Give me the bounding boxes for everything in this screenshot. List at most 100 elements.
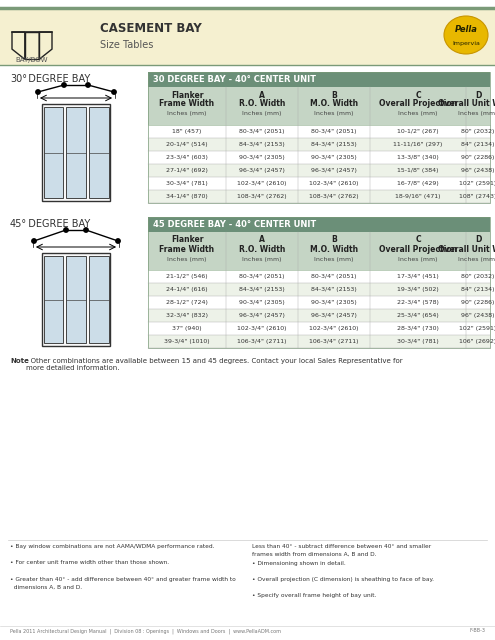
Circle shape [112,90,116,94]
Text: 90" (2286): 90" (2286) [461,155,495,160]
Text: 108-3/4" (2762): 108-3/4" (2762) [237,194,287,199]
Text: A: A [259,90,265,99]
Text: 18" (457): 18" (457) [172,129,201,134]
Text: 80-3/4" (2051): 80-3/4" (2051) [239,274,285,279]
FancyBboxPatch shape [148,232,490,270]
Text: DEGREE BAY: DEGREE BAY [22,219,90,229]
Text: 24-1/4" (616): 24-1/4" (616) [166,287,208,292]
Circle shape [32,239,36,243]
Text: 80" (2032): 80" (2032) [461,274,495,279]
Bar [89,256,108,343]
Text: 45 DEGREE BAY - 40° CENTER UNIT: 45 DEGREE BAY - 40° CENTER UNIT [153,220,316,229]
Text: 96" (2438): 96" (2438) [461,168,495,173]
FancyBboxPatch shape [148,151,490,164]
Text: Size Tables: Size Tables [100,40,153,50]
Text: 19-3/4" (502): 19-3/4" (502) [397,287,439,292]
Text: C: C [415,236,421,244]
Text: 23-3/4" (603): 23-3/4" (603) [166,155,208,160]
FancyBboxPatch shape [148,72,490,87]
Text: 108-3/4" (2762): 108-3/4" (2762) [309,194,359,199]
Text: 96-3/4" (2457): 96-3/4" (2457) [239,168,285,173]
Text: Inches (mm): Inches (mm) [242,111,282,116]
Text: 15-1/8" (384): 15-1/8" (384) [397,168,439,173]
Text: 84-3/4" (2153): 84-3/4" (2153) [239,287,285,292]
Text: 34-1/4" (870): 34-1/4" (870) [166,194,208,199]
FancyBboxPatch shape [148,125,490,138]
Text: Inches (mm): Inches (mm) [458,257,495,262]
FancyBboxPatch shape [148,138,490,151]
Text: 37" (940): 37" (940) [172,326,202,331]
Text: Overall Unit Width: Overall Unit Width [438,99,495,109]
Text: 80-3/4" (2051): 80-3/4" (2051) [239,129,285,134]
Text: 90-3/4" (2305): 90-3/4" (2305) [239,155,285,160]
Text: 17-3/4" (451): 17-3/4" (451) [397,274,439,279]
Circle shape [116,239,120,243]
Text: 45°: 45° [10,219,27,229]
Text: 80" (2032): 80" (2032) [461,129,495,134]
Text: 28-1/2" (724): 28-1/2" (724) [166,300,208,305]
FancyBboxPatch shape [148,270,490,283]
Text: DEGREE BAY: DEGREE BAY [22,74,90,84]
Text: 96-3/4" (2457): 96-3/4" (2457) [311,313,357,318]
Text: 102-3/4" (2610): 102-3/4" (2610) [237,326,287,331]
Text: Note: Note [10,358,29,364]
Text: • Overall projection (C dimension) is sheathing to face of bay.: • Overall projection (C dimension) is sh… [252,577,434,582]
FancyBboxPatch shape [148,190,490,203]
Text: 106" (2692): 106" (2692) [459,339,495,344]
Text: M.O. Width: M.O. Width [310,244,358,253]
Text: 80-3/4" (2051): 80-3/4" (2051) [311,274,357,279]
FancyBboxPatch shape [148,309,490,322]
Text: D: D [475,236,481,244]
Text: M.O. Width: M.O. Width [310,99,358,109]
Text: • Greater than 40° - add difference between 40° and greater frame width to: • Greater than 40° - add difference betw… [10,577,236,582]
Text: BAY/BOW: BAY/BOW [16,57,48,63]
Text: 18-9/16" (471): 18-9/16" (471) [395,194,441,199]
Text: 96" (2438): 96" (2438) [461,313,495,318]
Text: 90" (2286): 90" (2286) [461,300,495,305]
Text: 30-3/4" (781): 30-3/4" (781) [166,181,208,186]
Text: B: B [331,236,337,244]
Text: 11-11/16" (297): 11-11/16" (297) [394,142,443,147]
Text: • Bay window combinations are not AAMA/WDMA performance rated.: • Bay window combinations are not AAMA/W… [10,544,214,549]
Text: Inches (mm): Inches (mm) [398,111,438,116]
Text: 102-3/4" (2610): 102-3/4" (2610) [309,326,359,331]
Ellipse shape [444,16,488,54]
Text: 84-3/4" (2153): 84-3/4" (2153) [311,287,357,292]
Bar [42,104,110,201]
FancyBboxPatch shape [148,296,490,309]
FancyBboxPatch shape [148,335,490,348]
Bar [66,256,86,343]
Text: 106-3/4" (2711): 106-3/4" (2711) [309,339,359,344]
FancyBboxPatch shape [148,217,490,232]
Bar [42,253,110,346]
Text: 102" (2591): 102" (2591) [459,326,495,331]
Text: 84" (2134): 84" (2134) [461,287,495,292]
Text: 28-3/4" (730): 28-3/4" (730) [397,326,439,331]
Text: Inches (mm): Inches (mm) [167,257,207,262]
Text: 96-3/4" (2457): 96-3/4" (2457) [311,168,357,173]
Text: 22-3/4" (578): 22-3/4" (578) [397,300,439,305]
Text: : Other combinations are available between 15 and 45 degrees. Contact your local: : Other combinations are available betwe… [26,358,402,371]
Text: 32-3/4" (832): 32-3/4" (832) [166,313,208,318]
FancyBboxPatch shape [148,87,490,125]
Text: 90-3/4" (2305): 90-3/4" (2305) [311,155,357,160]
Text: 21-1/2" (546): 21-1/2" (546) [166,274,208,279]
Text: Flanker: Flanker [171,90,203,99]
Text: Frame Width: Frame Width [159,244,214,253]
Text: 39-3/4" (1010): 39-3/4" (1010) [164,339,210,344]
Text: Inches (mm): Inches (mm) [458,111,495,116]
Bar [66,107,86,198]
Text: Flanker: Flanker [171,236,203,244]
Text: 30-3/4" (781): 30-3/4" (781) [397,339,439,344]
Text: 16-7/8" (429): 16-7/8" (429) [397,181,439,186]
Text: R.O. Width: R.O. Width [239,99,285,109]
Bar [148,217,490,348]
Text: 84" (2134): 84" (2134) [461,142,495,147]
Text: Impervia: Impervia [452,42,480,47]
Text: Overall Projection: Overall Projection [379,244,457,253]
Text: B: B [331,90,337,99]
Text: • Specify overall frame height of bay unit.: • Specify overall frame height of bay un… [252,593,376,598]
Text: 30 DEGREE BAY - 40° CENTER UNIT: 30 DEGREE BAY - 40° CENTER UNIT [153,75,316,84]
Text: 25-3/4" (654): 25-3/4" (654) [397,313,439,318]
FancyBboxPatch shape [148,177,490,190]
